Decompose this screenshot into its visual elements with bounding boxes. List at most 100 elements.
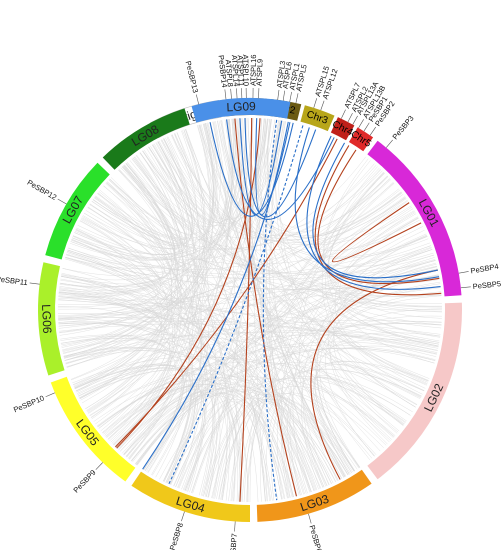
background-link — [64, 331, 438, 359]
background-link — [59, 288, 328, 487]
background-link — [242, 338, 439, 502]
gene-marker: ATSPL11 — [236, 55, 246, 99]
background-link — [58, 176, 388, 323]
background-link — [60, 334, 417, 406]
gene-tick — [282, 90, 286, 101]
segment-arc — [300, 105, 335, 132]
background-link — [207, 118, 260, 498]
gene-label: PeSBP9 — [71, 468, 97, 495]
gene-label: PeSBP10 — [12, 393, 45, 414]
background-link — [58, 249, 433, 301]
gene-marker: PeSBP7 — [228, 521, 239, 550]
gene-label: PeSBP5 — [472, 279, 501, 291]
gene-marker: ATSPL14 — [230, 55, 241, 99]
background-link — [123, 165, 440, 342]
gene-tick — [95, 462, 103, 470]
segment-arc — [50, 376, 136, 482]
segment-arc — [348, 127, 374, 152]
gene-tick — [29, 282, 40, 285]
background-link — [58, 199, 408, 321]
background-link — [97, 379, 334, 484]
gene-tick — [458, 271, 469, 274]
background-link — [60, 334, 184, 473]
background-link — [81, 217, 420, 265]
background-link — [59, 145, 185, 291]
background-link — [65, 320, 442, 364]
background-link — [319, 281, 441, 468]
background-link — [59, 289, 295, 497]
gene-marker: PeSBP10 — [12, 392, 55, 414]
background-link — [220, 120, 415, 245]
background-link — [62, 268, 315, 492]
background-link — [124, 164, 202, 485]
background-link — [334, 211, 426, 389]
background-link — [64, 191, 402, 361]
background-link — [218, 369, 422, 500]
gene-tick — [363, 122, 370, 132]
background-link — [65, 256, 440, 343]
background-link — [142, 150, 395, 437]
gene-tick — [358, 119, 364, 129]
background-link — [275, 120, 398, 434]
background-link — [136, 285, 441, 466]
segment-arc — [131, 471, 250, 522]
background-link — [159, 399, 291, 498]
background-link — [136, 391, 339, 481]
background-link — [145, 226, 423, 472]
gene-marker: PeSBP11 — [0, 274, 40, 287]
background-link — [91, 201, 442, 297]
segment-lg09: LG09 — [191, 97, 291, 123]
gene-label: PeSBP12 — [26, 178, 59, 202]
background-link — [78, 368, 205, 492]
segment-lg05: LG05 — [50, 376, 136, 482]
synteny-link — [262, 119, 278, 501]
background-link — [87, 137, 195, 246]
background-link — [132, 157, 228, 501]
segment-arc — [37, 262, 65, 376]
background-link — [58, 322, 311, 493]
background-link — [221, 120, 343, 479]
background-link — [271, 120, 324, 488]
background-link — [70, 125, 210, 380]
background-link — [205, 123, 346, 478]
synteny-link — [310, 269, 438, 480]
gene-tick — [289, 91, 292, 102]
gene-marker: ATSPL16 — [249, 54, 258, 99]
background-link — [74, 179, 172, 389]
background-link — [70, 118, 268, 260]
segment-lg03: LG03 — [256, 469, 372, 522]
gene-tick — [308, 513, 312, 524]
segment-label: LG06 — [39, 304, 54, 334]
synteny-link — [209, 122, 294, 217]
chromosome-segments-layer: Contig14Chr1Chr2Chr3Chr4Chr5LG01LG02LG03… — [37, 97, 462, 522]
background-link — [242, 118, 302, 495]
gene-label: ATSPL14 — [230, 55, 241, 87]
background-link — [117, 348, 435, 449]
background-link — [75, 152, 183, 392]
background-link — [316, 260, 436, 471]
background-link — [123, 391, 228, 500]
synteny-link — [168, 125, 304, 485]
gene-label: PeSBP8 — [168, 522, 185, 550]
background-link — [124, 361, 425, 456]
background-link — [89, 374, 354, 473]
synteny-link — [314, 145, 442, 296]
background-link — [313, 363, 425, 475]
background-link — [220, 274, 439, 500]
segment-arc — [191, 97, 291, 123]
synteny-link — [234, 118, 297, 497]
synteny-link — [255, 118, 289, 216]
background-link — [247, 247, 432, 502]
gene-tick — [236, 88, 238, 99]
segment-label: LG09 — [226, 99, 256, 114]
background-link — [102, 384, 288, 499]
background-link — [106, 118, 269, 438]
background-link — [166, 136, 210, 485]
background-link — [167, 136, 427, 386]
gene-marker: PeSBP14 — [216, 55, 229, 100]
segment-arc — [367, 302, 462, 480]
background-link — [97, 192, 214, 496]
background-link — [71, 239, 214, 497]
gene-tick — [277, 89, 280, 100]
